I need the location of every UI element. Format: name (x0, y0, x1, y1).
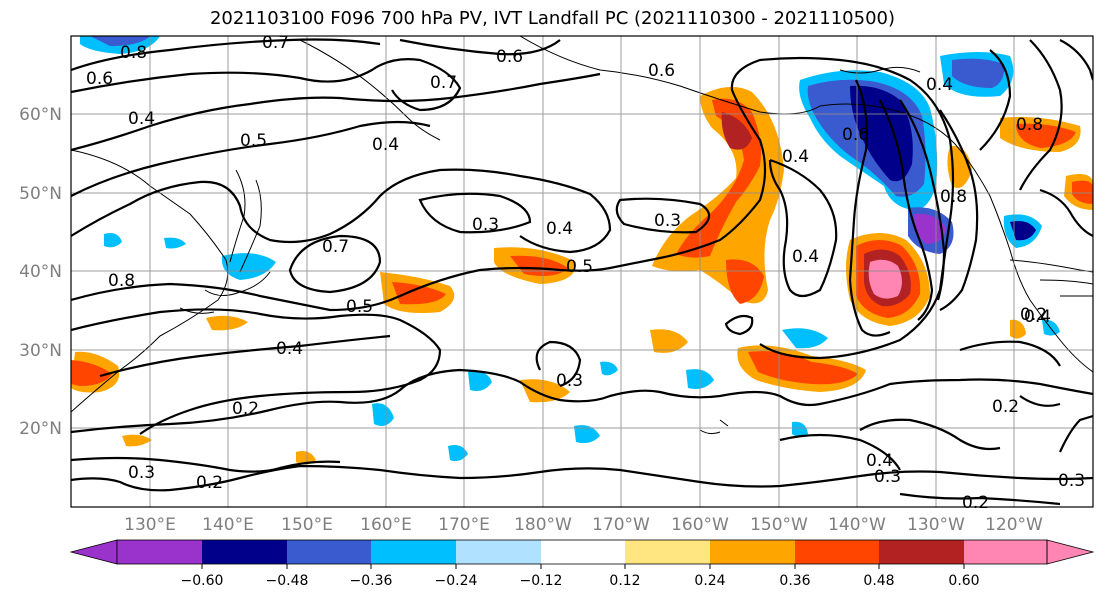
contour-label: 0.2 (196, 473, 223, 493)
lon-label: 150°W (750, 515, 808, 535)
contour-label: 0.5 (346, 297, 373, 317)
lon-label: 170°W (592, 515, 650, 535)
contour-label: 0.8 (108, 271, 135, 291)
colorbar-swatch (202, 540, 287, 564)
latitude-labels: 60°N 50°N 40°N 30°N 20°N (19, 105, 62, 439)
contour-label: 0.7 (430, 73, 457, 93)
colorbar-swatch (795, 540, 879, 564)
contour-label: 0.4 (276, 339, 303, 359)
contour-label: 0.7 (262, 33, 289, 53)
contour-label: 0.3 (472, 215, 499, 235)
lon-label: 130°E (124, 515, 176, 535)
contour-label: 0.2 (992, 397, 1019, 417)
colorbar-tick-label: −0.24 (435, 573, 478, 589)
contour-label: 0.4 (546, 219, 573, 239)
lon-label: 160°W (671, 515, 729, 535)
contour-label: 0.4 (792, 247, 819, 267)
colorbar-tick-label: −0.36 (350, 573, 393, 589)
lon-label: 160°E (360, 515, 412, 535)
colorbar-swatch (625, 540, 710, 564)
colorbar-outline (116, 539, 1048, 565)
lat-label-60n: 60°N (19, 105, 62, 125)
colorbar-tick-label: −0.60 (181, 573, 224, 589)
contour-label: 0.6 (86, 69, 113, 89)
colorbar-tick-label: −0.48 (266, 573, 309, 589)
contour-label: 0.4 (866, 451, 893, 471)
colorbar-tick-label: 0.12 (609, 573, 640, 589)
contour-lines (71, 38, 1093, 506)
contour-label: 0.4 (1024, 307, 1051, 327)
lat-label-30n: 30°N (19, 341, 62, 361)
contour-label: 0.6 (496, 47, 523, 67)
lat-label-20n: 20°N (19, 419, 62, 439)
contour-label: 0.5 (240, 131, 267, 151)
contour-label: 0.2 (232, 399, 259, 419)
colorbar-swatch (287, 540, 371, 564)
lon-label: 130°W (907, 515, 965, 535)
colorbar-swatch (371, 540, 456, 564)
colorbar-swatch (710, 540, 795, 564)
contour-label: 0.6 (648, 61, 675, 81)
contour-label: 0.3 (654, 211, 681, 231)
contour-label: 0.3 (128, 463, 155, 483)
contour-label: 0.4 (926, 75, 953, 95)
colorbar-swatch (117, 540, 202, 564)
lat-label-50n: 50°N (19, 184, 62, 204)
contour-label: 0.7 (322, 237, 349, 257)
colorbar-tick-label: 0.24 (694, 573, 725, 589)
lon-label: 140°W (828, 515, 886, 535)
contour-label: 0.8 (1016, 115, 1043, 135)
colorbar-tick-label: 0.60 (948, 573, 979, 589)
colorbar-tick-label: 0.36 (779, 573, 810, 589)
contour-label-group: 0.8 0.7 0.6 0.7 0.6 0.4 0.5 0.4 0.6 0.8 … (86, 33, 1085, 513)
colorbar-extend-high (1046, 539, 1095, 565)
contour-label: 0.4 (782, 147, 809, 167)
colorbar-tick-label: −0.12 (520, 573, 563, 589)
contour-label: 0.8 (120, 43, 147, 63)
contour-label: 0.2 (962, 493, 989, 513)
lon-label: 180°W (514, 515, 572, 535)
contour-label: 0.3 (1058, 471, 1085, 491)
colorbar-extend-low (69, 539, 118, 565)
contour-label: 0.3 (874, 467, 901, 487)
contour-label: 0.5 (566, 257, 593, 277)
colorbar-tick-label: 0.48 (863, 573, 894, 589)
map-frame (70, 35, 1094, 508)
colorbar-swatch (541, 540, 625, 564)
colorbar: −0.60 −0.48 −0.36 −0.24 −0.12 0.12 0.24 … (69, 539, 1095, 589)
contour-label: 0.6 (842, 125, 869, 145)
colorbar-swatch (456, 540, 541, 564)
contour-label: 0.4 (372, 135, 399, 155)
contour-label: 0.4 (128, 109, 155, 129)
colorbar-swatch (879, 540, 964, 564)
colorbar-swatch (964, 540, 1047, 564)
contour-label: 0.2 (1020, 305, 1047, 325)
contour-label: 0.3 (556, 371, 583, 391)
contour-label: 0.8 (940, 187, 967, 207)
map-title: 2021103100 F096 700 hPa PV, IVT Landfall… (209, 8, 896, 29)
longitude-labels: 130°E 140°E 150°E 160°E 170°E 180°W 170°… (124, 515, 1043, 535)
lon-label: 170°E (438, 515, 490, 535)
lon-label: 120°W (985, 515, 1043, 535)
lon-label: 140°E (202, 515, 254, 535)
lat-label-40n: 40°N (19, 262, 62, 282)
gridlines (71, 36, 1093, 507)
lon-label: 150°E (281, 515, 333, 535)
